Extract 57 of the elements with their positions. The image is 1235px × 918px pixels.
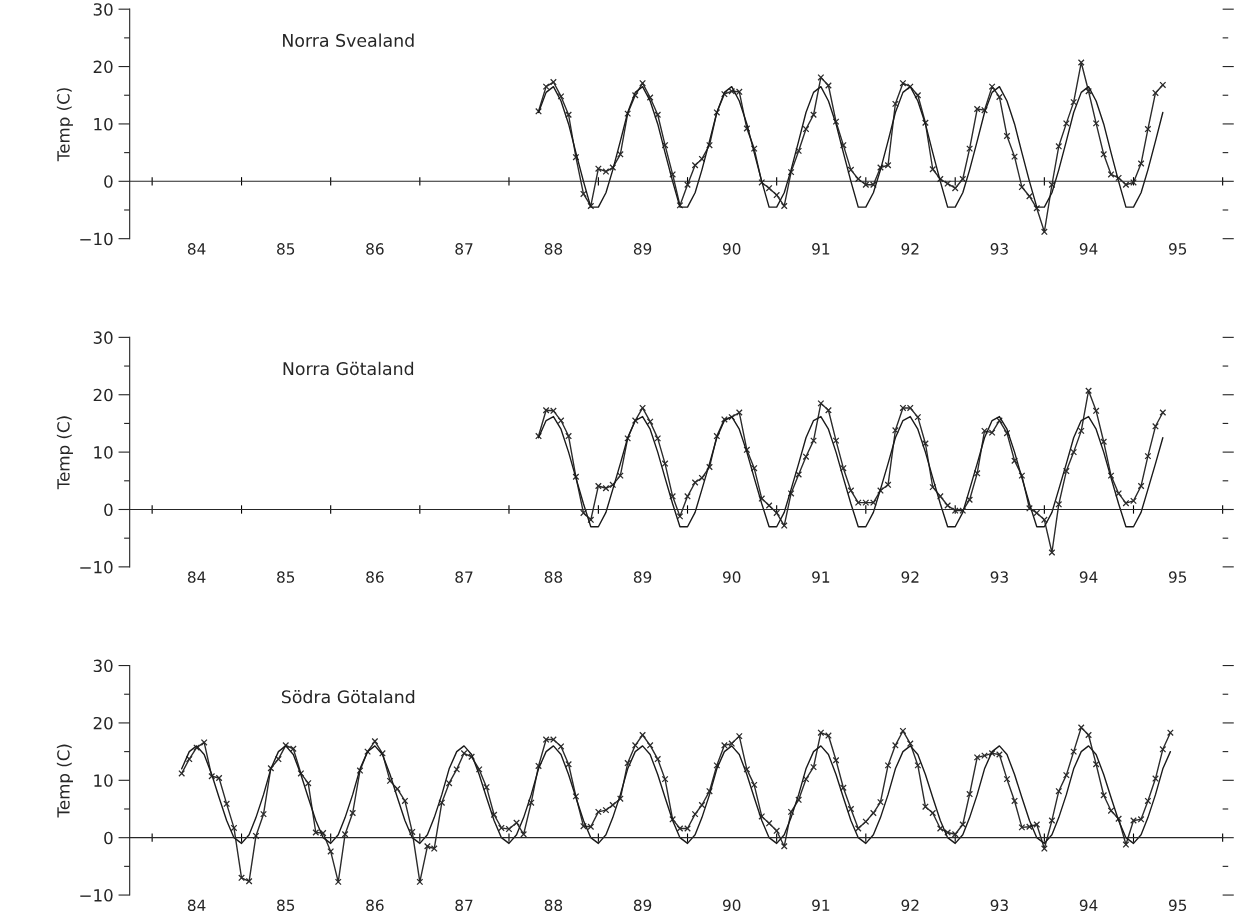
text: Norra Götaland — [283, 361, 414, 376]
x-tick-label: 91 — [812, 243, 830, 255]
x-tick-label: 84 — [187, 571, 206, 583]
x-tick-label: 89 — [633, 243, 652, 255]
x-tick-label: 92 — [901, 571, 919, 583]
x-tick-label: 93 — [990, 899, 1008, 912]
y-tick-label: 20 — [93, 60, 113, 74]
y-tick-label: 10 — [94, 446, 113, 459]
x-tick-label: 90 — [722, 899, 741, 912]
x-tick-label: 86 — [366, 899, 384, 912]
x-tick-label: 95 — [1168, 899, 1187, 912]
y-tick-label: −10 — [80, 889, 113, 902]
y-tick-label: 0 — [104, 831, 113, 845]
x-tick-label: 84 — [187, 243, 206, 255]
x-tick-label: 93 — [990, 571, 1008, 583]
y-tick-label: 10 — [94, 774, 113, 787]
x-tick-label: 94 — [1079, 899, 1098, 912]
text: Södra Götaland — [281, 689, 415, 704]
x-tick-label: 95 — [1168, 243, 1187, 255]
x-tick-label: 86 — [366, 571, 384, 583]
x-tick-label: 92 — [901, 899, 919, 912]
x-tick-label: 92 — [901, 243, 919, 255]
x-tick-label: 88 — [544, 899, 563, 912]
x-tick-label: 87 — [455, 899, 473, 912]
x-tick-label: 89 — [633, 571, 652, 583]
x-tick-label: 87 — [455, 571, 473, 583]
x-tick-label: 90 — [722, 571, 741, 583]
y-tick-label: 10 — [94, 117, 113, 131]
x-tick-label: 84 — [187, 899, 206, 912]
x-tick-label: 85 — [277, 571, 295, 583]
x-tick-label: 85 — [277, 899, 295, 912]
x-tick-label: 89 — [633, 899, 652, 912]
x-tick-label: 94 — [1079, 571, 1098, 583]
x-tick-label: 94 — [1079, 243, 1098, 255]
y-tick-label: −10 — [80, 232, 113, 246]
x-tick-label: 93 — [990, 243, 1008, 255]
y-axis-title: Temp (C) — [56, 744, 73, 818]
x-tick-label: 88 — [544, 243, 563, 255]
y-axis-title: Temp (C) — [56, 416, 73, 490]
x-tick-label: 87 — [455, 243, 473, 255]
y-tick-label: 30 — [93, 331, 113, 344]
text: Norra Svealand — [283, 33, 414, 47]
y-tick-label: −10 — [80, 560, 113, 574]
y-tick-label: 0 — [104, 503, 113, 517]
x-tick-label: 90 — [722, 243, 741, 255]
x-tick-label: 88 — [544, 571, 563, 583]
y-tick-label: 30 — [93, 659, 113, 673]
x-tick-label: 91 — [812, 571, 830, 583]
y-tick-label: 20 — [93, 388, 113, 402]
x-tick-label: 91 — [812, 899, 830, 912]
y-tick-label: 20 — [93, 716, 113, 730]
y-tick-label: 0 — [104, 175, 113, 188]
y-axis-title: Temp (C) — [56, 88, 73, 162]
x-tick-label: 86 — [366, 243, 384, 255]
x-tick-label: 95 — [1168, 571, 1187, 583]
y-tick-label: 30 — [93, 3, 113, 16]
x-tick-label: 85 — [277, 243, 295, 255]
